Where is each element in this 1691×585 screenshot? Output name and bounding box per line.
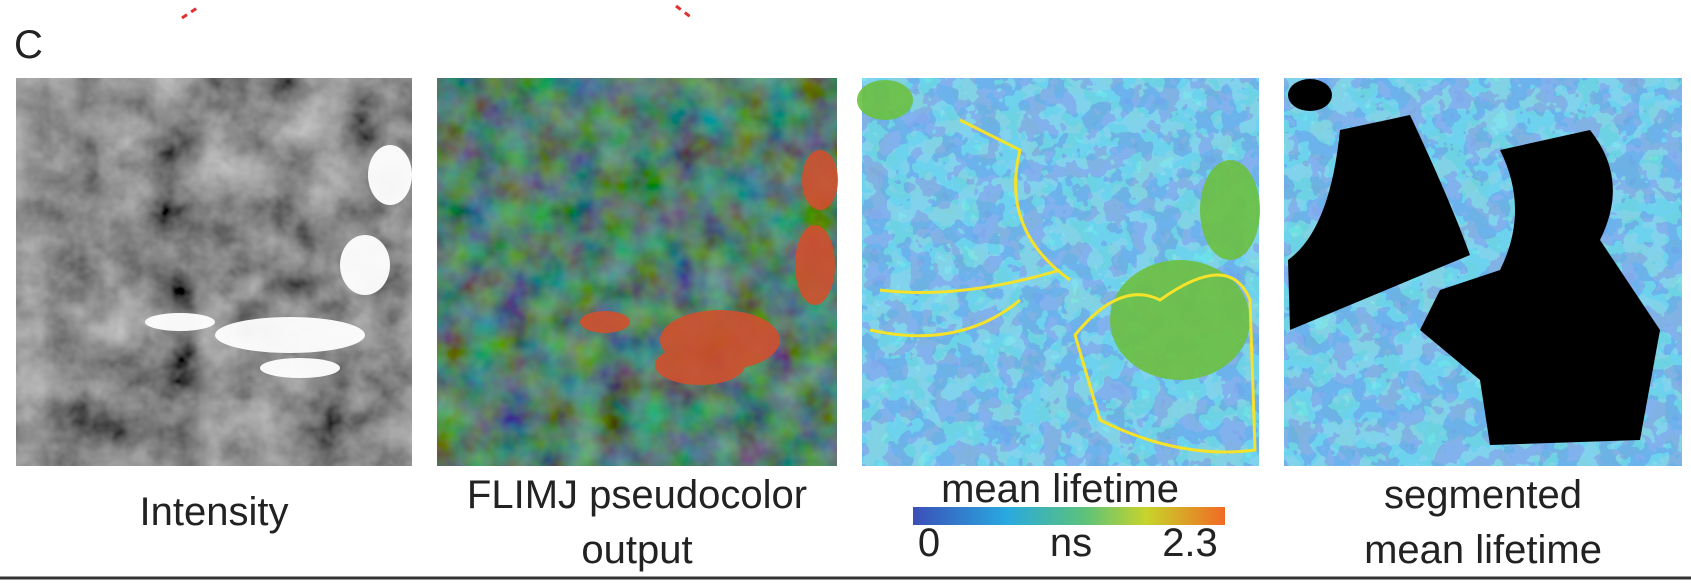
segmented-image xyxy=(1284,78,1682,466)
caption: segmented xyxy=(1384,473,1582,517)
panel-label: C xyxy=(14,23,43,67)
caption: output xyxy=(581,528,692,572)
colorbar-max: 2.3 xyxy=(1162,521,1218,565)
dashed-connector xyxy=(182,6,200,18)
dashed-connector xyxy=(676,6,692,18)
lifetime-image xyxy=(857,78,1260,466)
colorbar-title: mean lifetime xyxy=(941,467,1179,511)
intensity-image xyxy=(16,78,412,466)
pseudocolor-image xyxy=(437,78,838,466)
page: C xyxy=(0,0,1691,580)
captions: Intensity FLIMJ pseudocolor output mean lif… xyxy=(140,467,1602,572)
colorbar-min: 0 xyxy=(918,521,940,565)
figure: C xyxy=(0,0,1691,580)
colorbar-unit: ns xyxy=(1050,521,1092,565)
caption: FLIMJ pseudocolor xyxy=(467,473,807,517)
caption: Intensity xyxy=(140,490,289,534)
colorbar xyxy=(913,507,1225,525)
caption: mean lifetime xyxy=(1364,528,1602,572)
